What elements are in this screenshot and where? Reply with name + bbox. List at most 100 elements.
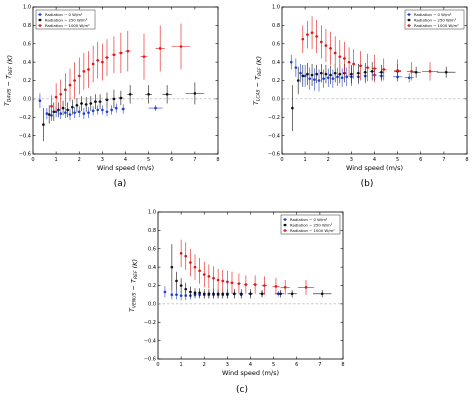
y-tick-label: −0.6	[268, 152, 280, 158]
legend-label: Radiation ∼ 0 W/m²	[45, 12, 83, 17]
data-point	[170, 265, 174, 269]
data-point	[198, 291, 201, 295]
data-point	[105, 110, 109, 114]
data-point	[340, 76, 344, 80]
data-point	[345, 75, 349, 79]
data-point	[175, 293, 178, 296]
data-point	[226, 280, 229, 284]
data-point	[101, 60, 104, 64]
data-point	[333, 71, 337, 75]
x-tick-label: 0	[156, 362, 159, 368]
data-point	[306, 72, 309, 76]
y-tick-label: 0.6	[272, 41, 280, 47]
x-tick-label: 3	[350, 157, 353, 163]
panel-b: 0 1 2 3 4 5 6 7 8 −0.6 −0.4 −0.2 0.0 0.2 0.4 0.6 0.8 1.0 W…	[252, 5, 469, 172]
x-tick-label: 8	[465, 157, 468, 163]
data-point	[331, 77, 335, 80]
data-point	[91, 62, 95, 66]
x-tick-label: 0	[280, 157, 283, 163]
y-tick-label: 0.6	[23, 41, 31, 47]
y-tick-label: −0.2	[268, 115, 280, 121]
data-point	[82, 112, 86, 115]
data-point	[329, 47, 332, 50]
x-tick-label: 6	[170, 157, 173, 163]
caption-b: (b)	[360, 179, 374, 189]
legend-label: Radiation ∼ 250 W/m²	[414, 17, 457, 22]
x-tick-label: 2	[327, 157, 330, 163]
legend-label: Radiation ∼ 1000 W/m²	[414, 23, 459, 28]
y-tick-label: 0.8	[148, 228, 156, 234]
y-tick-label: 0.0	[23, 97, 31, 103]
caption-a: (a)	[113, 179, 127, 189]
data-point	[303, 74, 307, 78]
data-point	[274, 285, 278, 288]
y-tick-label: 1.0	[23, 5, 31, 11]
data-point	[47, 113, 51, 116]
data-point	[396, 69, 399, 72]
data-point	[315, 72, 318, 76]
data-point	[158, 47, 162, 50]
x-tick-label: 4	[249, 362, 252, 368]
data-point	[126, 49, 130, 53]
y-tick-label: −0.2	[19, 115, 31, 121]
x-tick-label: 7	[318, 362, 321, 368]
x-tick-label: 3	[101, 157, 104, 163]
data-point	[444, 70, 448, 74]
y-tick-label: 0.4	[148, 265, 156, 271]
data-point	[84, 103, 88, 106]
data-point	[142, 55, 146, 58]
data-point	[179, 45, 183, 48]
data-point	[121, 107, 125, 111]
y-tick-label: 1.0	[148, 210, 156, 216]
data-point	[98, 100, 102, 103]
data-point	[320, 71, 323, 75]
data-point	[52, 110, 56, 114]
data-point	[89, 102, 93, 105]
data-point	[260, 292, 264, 296]
x-tick-label: 8	[341, 362, 344, 368]
data-point	[216, 278, 220, 282]
data-point	[249, 292, 252, 296]
data-point	[170, 293, 174, 296]
y-tick-label: 0.6	[148, 246, 156, 252]
data-point	[338, 72, 342, 76]
data-point	[221, 292, 225, 296]
data-point	[165, 92, 169, 96]
data-point	[207, 292, 211, 296]
data-point	[94, 100, 97, 103]
data-point	[410, 70, 413, 73]
y-tick-label: −0.6	[144, 357, 156, 363]
data-point	[322, 77, 325, 80]
data-point	[347, 60, 351, 64]
legend-box	[404, 9, 465, 30]
data-point	[114, 106, 118, 110]
data-point	[317, 79, 321, 82]
data-point	[73, 79, 76, 82]
data-point	[184, 287, 188, 291]
data-point	[359, 64, 362, 68]
data-point	[82, 70, 86, 73]
data-point	[207, 275, 211, 278]
data-point	[59, 112, 63, 115]
y-axis-label: TVENUS − TREF (K)	[128, 259, 139, 312]
data-point	[352, 62, 355, 66]
data-point	[380, 70, 383, 74]
data-point	[119, 96, 123, 100]
x-tick-label: 4	[373, 157, 376, 163]
x-tick-label: 5	[396, 157, 399, 163]
data-point	[350, 72, 353, 76]
data-point	[326, 76, 330, 80]
data-point	[216, 292, 220, 296]
data-point	[407, 76, 411, 80]
x-axis-label: Wind speed (m/s)	[222, 369, 279, 377]
data-point	[42, 123, 45, 126]
x-tick-label: 4	[124, 157, 127, 163]
y-tick-label: 0.0	[272, 97, 280, 103]
legend-label: Radiation ∼ 1000 W/m²	[45, 23, 90, 28]
panel-a: 0 1 2 3 4 5 6 7 8 −0.6 −0.4 −0.2 0.0 0.2 0.4 0.6 0.8 1.0 W…	[3, 5, 220, 172]
x-tick-label: 0	[31, 157, 34, 163]
legend-label: Radiation ∼ 0 W/m²	[290, 217, 328, 222]
data-point	[96, 108, 100, 112]
data-point	[64, 88, 67, 91]
panel-c: 0 1 2 3 4 5 6 7 8 −0.6 −0.4 −0.2 0.0 0.2 0.4 0.6 0.8 1.0 W…	[128, 210, 345, 377]
